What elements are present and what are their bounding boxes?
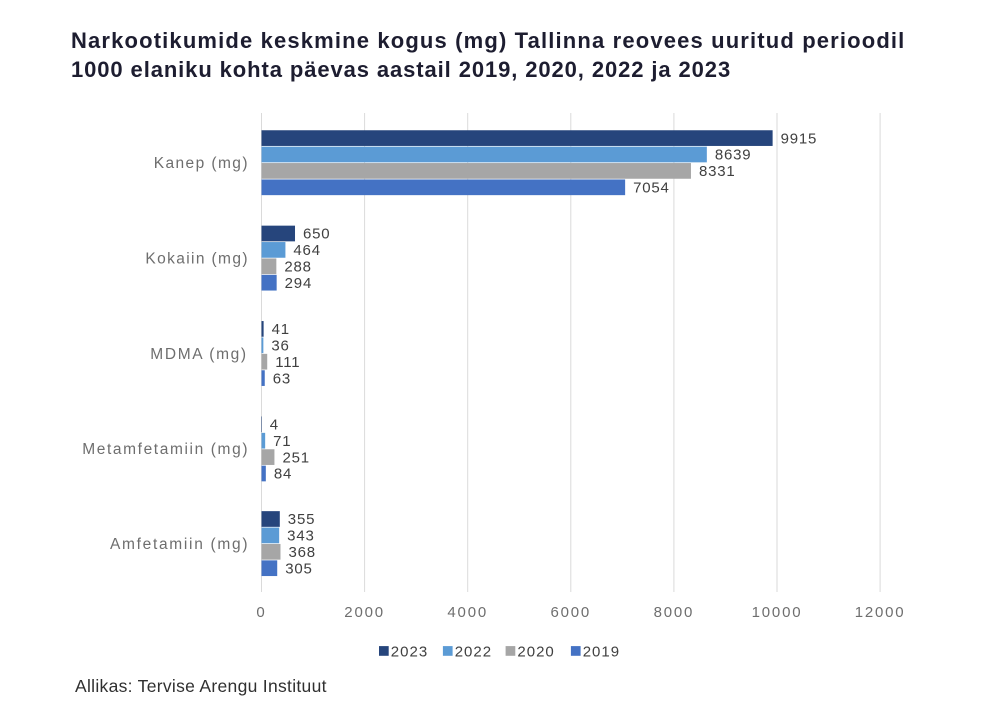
svg-text:6000: 6000 [551, 604, 592, 621]
svg-text:Amfetamiin (mg): Amfetamiin (mg) [110, 536, 248, 553]
svg-text:9915: 9915 [781, 130, 818, 147]
svg-text:MDMA (mg): MDMA (mg) [150, 346, 246, 363]
svg-text:294: 294 [285, 275, 312, 292]
svg-text:251: 251 [282, 449, 309, 466]
svg-text:650: 650 [303, 226, 330, 243]
svg-text:305: 305 [285, 560, 312, 577]
svg-text:Metamfetamiin (mg): Metamfetamiin (mg) [82, 441, 247, 458]
svg-text:288: 288 [284, 259, 311, 276]
svg-text:111: 111 [275, 354, 300, 371]
svg-text:2020: 2020 [517, 643, 554, 660]
svg-text:8331: 8331 [699, 163, 736, 180]
svg-text:0: 0 [256, 604, 266, 621]
svg-text:2019: 2019 [583, 643, 620, 660]
svg-text:41: 41 [272, 321, 290, 338]
svg-text:4: 4 [270, 417, 279, 434]
svg-text:7054: 7054 [633, 180, 670, 197]
svg-text:8639: 8639 [715, 147, 752, 164]
svg-text:368: 368 [288, 544, 315, 561]
svg-text:Kanep (mg): Kanep (mg) [154, 155, 248, 172]
svg-text:464: 464 [293, 242, 320, 259]
svg-text:36: 36 [271, 338, 289, 355]
svg-text:12000: 12000 [855, 604, 906, 621]
svg-text:2022: 2022 [455, 643, 492, 660]
svg-text:10000: 10000 [752, 604, 803, 621]
svg-text:Kokaiin (mg): Kokaiin (mg) [145, 250, 247, 267]
svg-text:355: 355 [288, 511, 315, 528]
svg-text:2000: 2000 [344, 604, 385, 621]
svg-text:84: 84 [274, 466, 292, 483]
svg-text:8000: 8000 [654, 604, 695, 621]
svg-text:343: 343 [287, 528, 314, 545]
svg-text:63: 63 [273, 370, 291, 387]
svg-text:2023: 2023 [391, 643, 428, 660]
svg-text:4000: 4000 [447, 604, 488, 621]
svg-text:71: 71 [273, 433, 291, 450]
